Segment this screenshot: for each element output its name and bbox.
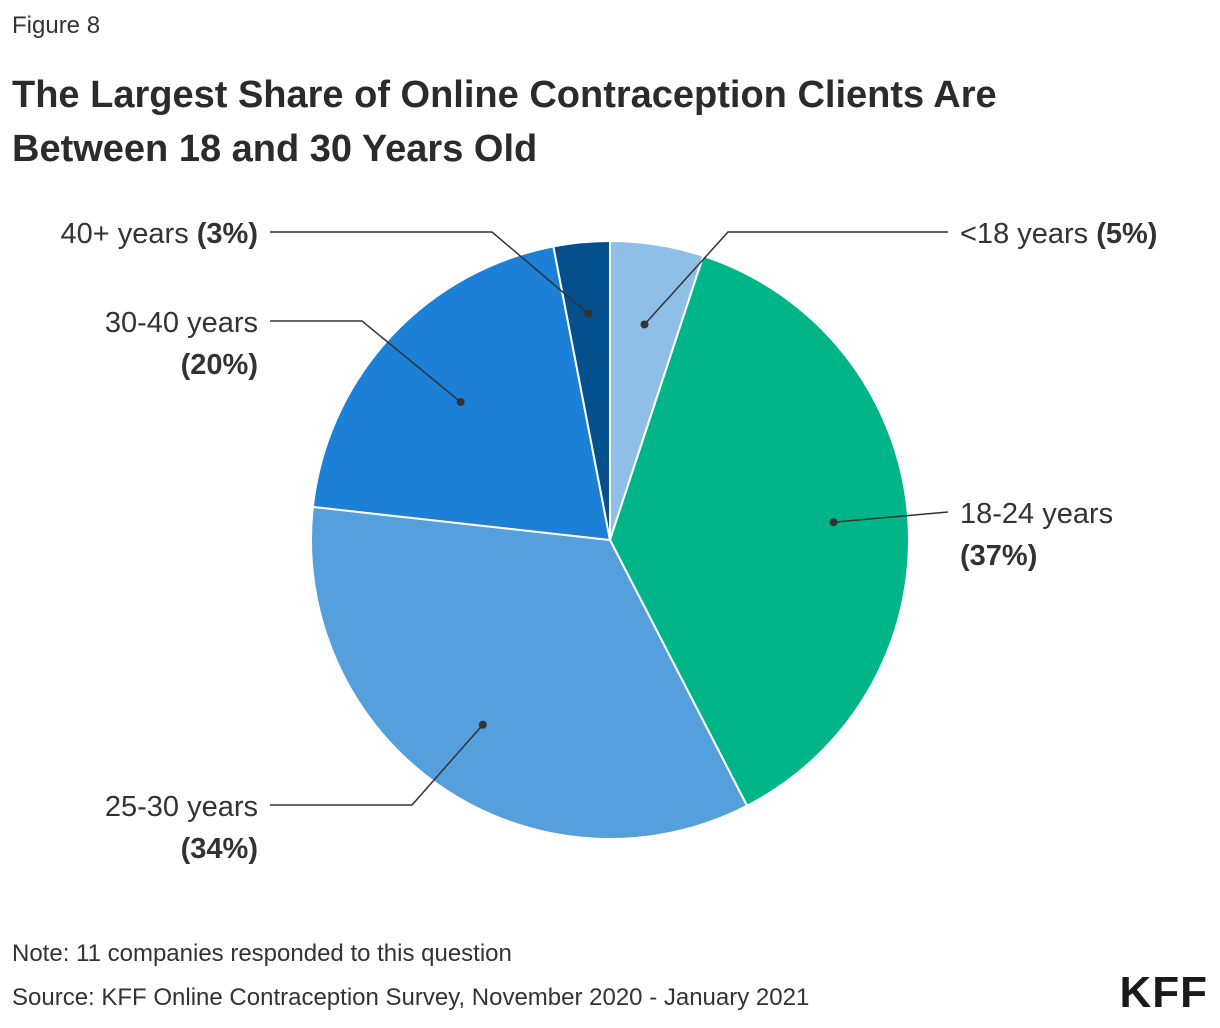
- kff-logo: KFF: [1119, 968, 1208, 1017]
- slice-labels: <18 years (5%) 18-24 years (37%) 25-30 year…: [61, 218, 1158, 865]
- slice-label-name: 40+ years: [61, 218, 189, 250]
- leader-lines: [270, 231, 949, 806]
- pie-slices: [310, 239, 910, 840]
- leader-line-under-18-years: [643, 231, 948, 325]
- slice-label-18-24-years: 18-24 years (37%): [960, 498, 1113, 572]
- leader-dot-25-30-years: [478, 720, 487, 729]
- slice-label-25-30-years: 25-30 years (34%): [105, 791, 258, 865]
- leader-dot-30-40-years: [456, 398, 465, 407]
- slice-label-value: (20%): [181, 349, 258, 381]
- leader-dot-under-18-years: [640, 320, 649, 329]
- leader-dot-40-plus-years: [584, 309, 593, 318]
- slice-label-value: (5%): [1096, 218, 1157, 250]
- figure-label: Figure 8: [12, 12, 101, 39]
- slice-label-value: (3%): [197, 218, 258, 250]
- slice-label-value: (34%): [181, 833, 258, 865]
- slice-label-value: (37%): [960, 540, 1037, 572]
- slice-label-name: <18 years: [960, 218, 1088, 250]
- footnote: Note: 11 companies responded to this que…: [12, 940, 512, 967]
- slice-label-name: 25-30 years: [105, 791, 258, 823]
- leader-line-25-30-years: [270, 724, 484, 806]
- pie-slice-25-30-years[interactable]: [310, 505, 749, 840]
- slice-label-name: 30-40 years: [105, 307, 258, 339]
- slice-label-under-18-years: <18 years (5%): [960, 218, 1157, 250]
- slice-label-30-40-years: 30-40 years (20%): [105, 307, 258, 381]
- leader-line-30-40-years: [270, 320, 462, 403]
- leader-line-40-plus-years: [270, 231, 589, 315]
- slice-label-name: 18-24 years: [960, 498, 1113, 530]
- chart-title: The Largest Share of Online Contraceptio…: [12, 74, 997, 170]
- slice-label-40-plus-years: 40+ years (3%): [61, 218, 258, 250]
- source-note: Source: KFF Online Contraception Survey,…: [12, 984, 810, 1011]
- pie-slice-40-plus-years[interactable]: [552, 239, 611, 541]
- leader-line-18-24-years: [833, 511, 949, 523]
- leader-dot-18-24-years: [829, 518, 838, 527]
- pie-slice-30-40-years[interactable]: [311, 245, 612, 542]
